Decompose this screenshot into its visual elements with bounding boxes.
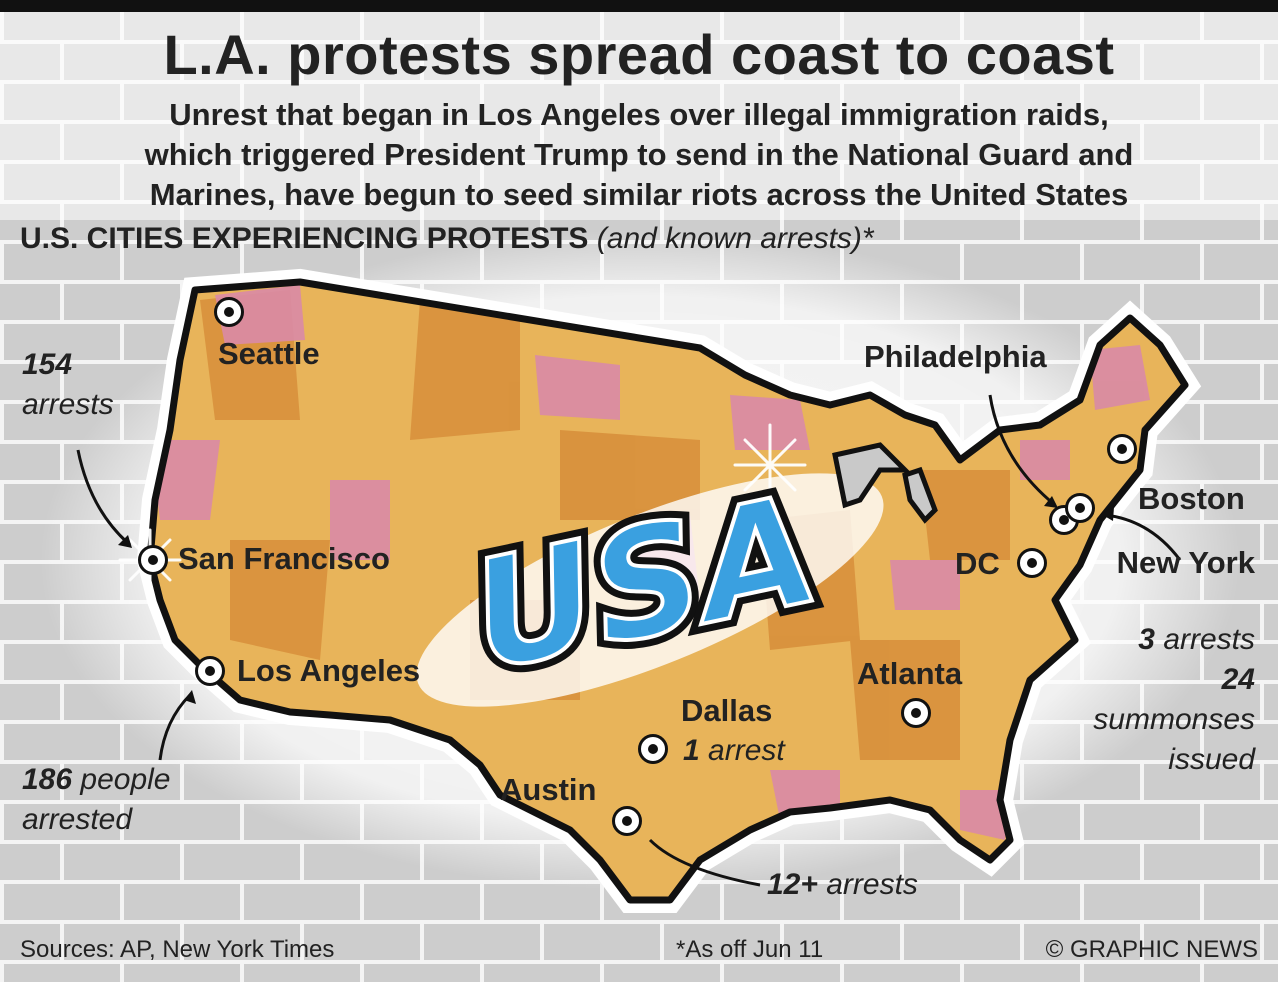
subtitle-line-3: Marines, have begun to seed similar riot… [149,177,1129,212]
city-label-atlanta: Atlanta [857,656,963,691]
austin-arrest-unit: arrests [826,868,918,901]
footer-credit: © GRAPHIC NEWS [1045,936,1258,963]
la-arrest-count: 186 [22,763,73,796]
city-label-dc: DC [955,546,1000,581]
ny-summons-count: 24 [1221,663,1255,696]
sf-arrest-unit: arrests [22,388,114,421]
city-label-philadelphia: Philadelphia [864,339,1047,374]
marker-new-york [1065,493,1095,523]
city-label-seattle: Seattle [218,336,320,371]
dallas-arrest-unit: arrest [708,734,785,767]
subtitle-line-2: which triggered President Trump to send … [144,137,1134,172]
marker-dallas [638,734,668,764]
dallas-arrest-count: 1 [683,734,700,767]
note-dallas-arrests: 1 arrest [683,731,785,771]
city-label-san-francisco: San Francisco [178,541,390,576]
sf-arrest-count: 154 [22,348,73,381]
footer-sources: Sources: AP, New York Times [20,936,335,963]
marker-boston [1107,434,1137,464]
section-heading: U.S. CITIES EXPERIENCING PROTESTS (and k… [20,222,874,256]
marker-los-angeles [195,656,225,686]
ny-summons-unit-2: issued [1168,743,1255,776]
ny-arrest-unit: arrests [1163,623,1255,656]
note-austin-arrests: 12+ arrests [767,865,918,905]
la-arrest-unit-1: people [80,763,171,796]
section-heading-note: (and known arrests)* [596,222,874,255]
page-subtitle: Unrest that began in Los Angeles over il… [40,95,1238,215]
ny-arrest-count: 3 [1138,623,1155,656]
ny-summons-unit-1: summonses [1093,703,1255,736]
note-la-arrests: 186 people arrested [22,760,171,840]
subtitle-line-1: Unrest that began in Los Angeles over il… [169,97,1109,132]
austin-arrest-count: 12+ [767,868,818,901]
note-ny-arrests: 3 arrests 24 summonses issued [1040,620,1255,780]
marker-seattle [214,297,244,327]
city-label-boston: Boston [1138,481,1245,516]
section-heading-text: U.S. CITIES EXPERIENCING PROTESTS [20,222,589,255]
note-sf-arrests: 154 arrests [22,345,114,425]
marker-san-francisco [138,545,168,575]
la-arrest-unit-2: arrested [22,803,133,836]
city-label-los-angeles: Los Angeles [237,653,421,688]
top-bar [0,0,1278,12]
marker-dc [1017,548,1047,578]
city-label-dallas: Dallas [681,693,773,728]
usa-graffiti-shadow: USA [457,463,832,705]
page-title: L.A. protests spread coast to coast [163,23,1115,86]
marker-austin [612,806,642,836]
city-label-new-york: New York [1116,545,1255,580]
marker-atlanta [901,698,931,728]
footer-date-note: *As off Jun 11 [676,936,824,963]
city-label-austin: Austin [500,772,597,807]
